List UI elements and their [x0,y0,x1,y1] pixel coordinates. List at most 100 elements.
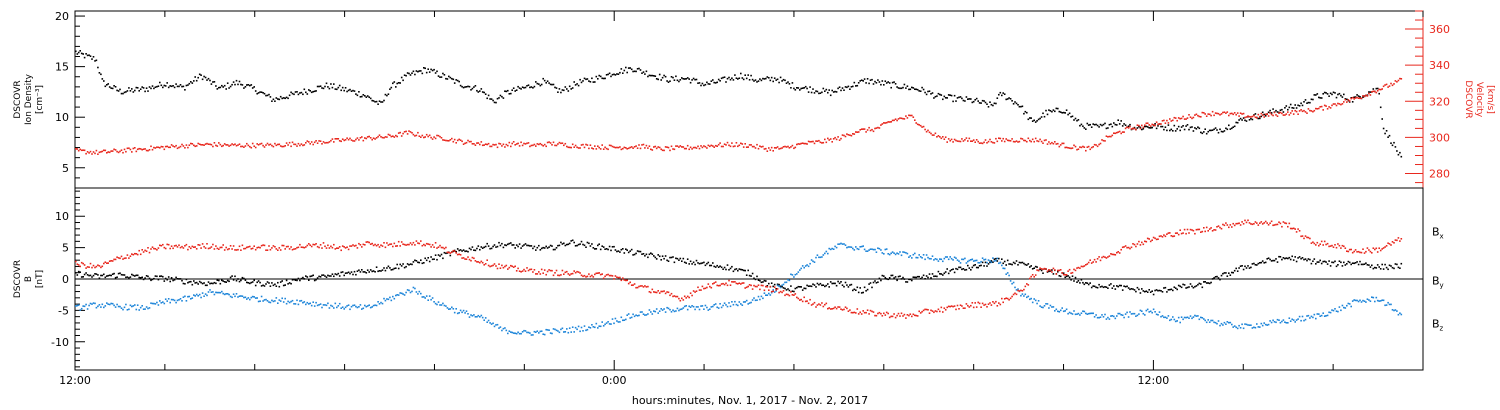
velocity-point [492,143,494,146]
bx-point [228,280,230,283]
bz-point [1391,241,1394,243]
bz-point [644,285,646,287]
velocity-point [375,137,378,139]
density-point [1003,93,1006,95]
density-point [389,88,391,90]
by-point [782,283,785,286]
density-point [843,89,845,91]
density-point [753,80,755,82]
by-point [113,304,115,307]
density-point [776,78,779,81]
bz-point [568,274,571,276]
bz-point [378,246,381,248]
density-point [1276,111,1279,113]
density-point [835,91,838,93]
bx-point [176,278,179,280]
bx-point [508,242,511,245]
bx-point [574,245,577,247]
bx-point [338,275,341,277]
velocity-point [306,140,309,142]
bz-point [821,302,823,304]
bz-point [400,241,403,243]
by-point [496,323,499,326]
bz-point [980,306,982,308]
velocity-point [648,145,651,147]
density-point [190,81,192,83]
by-point [1292,319,1295,321]
velocity-tick-label: 320 [1429,95,1450,108]
by-point [862,245,864,247]
velocity-point [931,134,934,136]
bx-point [605,248,608,250]
bx-point [740,268,742,271]
bx-point [1318,261,1320,263]
bz-point [804,300,807,303]
by-point [930,258,932,260]
bx-point [597,244,599,247]
by-point [939,258,941,260]
bz-point [1245,221,1248,224]
by-point [1284,321,1286,323]
bx-point [529,245,531,247]
velocity-point [1281,112,1283,115]
bz-point [1189,228,1192,231]
by-point [110,302,112,305]
density-point [1142,128,1145,130]
density-point [223,84,226,87]
velocity-point [787,145,789,148]
bz-point [1049,269,1052,272]
density-point [959,96,962,98]
bz-point [1157,238,1159,240]
bx-point [259,281,261,284]
velocity-point [816,140,819,142]
velocity-point [524,143,527,145]
velocity-point [542,145,544,147]
bz-point [592,276,595,278]
bx-point [262,284,264,287]
by-point [114,306,117,308]
bx-point [418,261,421,264]
bx-point [251,281,254,283]
by-point [1294,321,1296,323]
density-point [1300,102,1302,105]
by-point [1136,314,1139,317]
bz-point [1117,251,1119,253]
by-point [1009,280,1012,282]
bz-point [1365,250,1367,253]
density-point [188,82,191,85]
velocity-point [486,143,488,146]
density-point [1217,131,1220,134]
bz-point [950,305,953,307]
by-point [120,307,123,309]
bz-point [336,247,338,249]
bx-point [437,254,440,256]
bx-point [782,287,785,289]
bx-point [268,282,270,284]
velocity-point [374,138,376,140]
velocity-point [716,145,718,147]
by-point [518,332,521,335]
by-point [1113,315,1115,318]
density-point [415,70,418,72]
density-point [738,77,741,79]
by-point [1070,312,1072,315]
density-point [499,94,502,97]
by-point [1356,299,1358,302]
bz-point [1021,290,1024,292]
bx-point [619,251,621,253]
by-point [815,256,817,259]
velocity-point [1129,125,1131,128]
density-point [1219,128,1221,131]
bx-point [455,250,457,253]
density-point [1012,103,1015,105]
bz-point [79,265,81,268]
velocity-point [316,142,319,144]
density-point [1120,120,1122,122]
velocity-point [638,144,640,146]
density-point [678,80,680,83]
bx-point [1334,260,1336,263]
density-point [790,87,792,89]
by-point [1329,311,1332,314]
bx-point [720,266,723,269]
by-point [806,264,808,266]
